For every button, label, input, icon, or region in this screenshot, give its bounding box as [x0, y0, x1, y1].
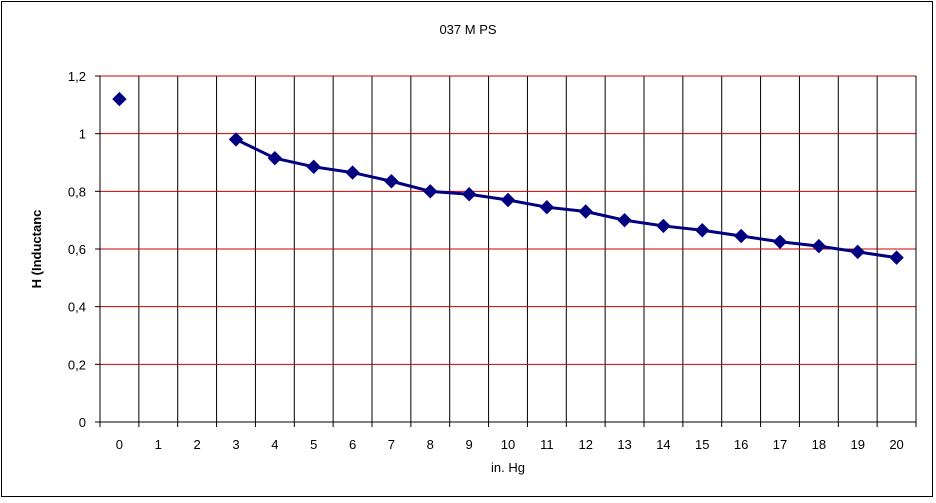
x-tick-label: 2: [194, 437, 201, 452]
data-point-marker: [889, 250, 904, 265]
y-tick-label: 0,2: [68, 357, 86, 372]
data-point-marker: [811, 238, 827, 254]
data-point-marker: [656, 218, 671, 234]
x-tick-label: 5: [310, 437, 317, 452]
x-tick-label: 10: [501, 437, 515, 452]
x-tick-label: 12: [578, 437, 592, 452]
y-tick-label: 1: [79, 127, 86, 142]
data-point-marker: [345, 165, 360, 180]
x-tick-label: 1: [155, 437, 162, 452]
data-point-marker: [228, 132, 244, 147]
y-tick-label: 0: [79, 415, 86, 430]
y-tick-label: 0,4: [68, 300, 86, 315]
x-tick-label: 18: [812, 437, 826, 452]
data-point-marker: [772, 234, 788, 249]
x-tick-label: 0: [116, 437, 123, 452]
data-point-marker: [539, 199, 555, 215]
x-tick-label: 6: [349, 437, 356, 452]
y-axis-title: H (Inductanc: [29, 210, 44, 289]
data-point-marker: [733, 228, 749, 244]
data-point-marker: [267, 150, 283, 166]
chart-title: 037 M PS: [439, 22, 496, 37]
x-tick-label: 3: [232, 437, 239, 452]
x-tick-label: 11: [540, 437, 554, 452]
data-point-marker: [850, 244, 865, 260]
x-tick-label: 19: [850, 437, 864, 452]
data-point-marker: [578, 204, 593, 219]
x-tick-label: 13: [617, 437, 631, 452]
x-axis-title: in. Hg: [491, 460, 525, 475]
data-point-marker: [112, 91, 127, 107]
data-point-marker: [695, 223, 710, 238]
data-point-marker: [617, 212, 632, 228]
x-tick-label: 8: [427, 437, 434, 452]
x-tick-label: 15: [695, 437, 709, 452]
x-tick-label: 9: [466, 437, 473, 452]
x-tick-label: 7: [388, 437, 395, 452]
plot-area: [95, 75, 917, 427]
x-tick-label: 17: [773, 437, 787, 452]
x-tick-label: 14: [656, 437, 670, 452]
data-point-marker: [500, 192, 516, 208]
data-point-marker: [423, 184, 438, 199]
x-tick-label: 4: [271, 437, 278, 452]
x-tick-label: 20: [889, 437, 903, 452]
x-tick-label: 16: [734, 437, 748, 452]
data-point-marker: [461, 187, 477, 202]
y-tick-label: 1,2: [68, 69, 86, 84]
y-axis-tick-labels: 0 0,2 0,4 0,6 0,8 1 1,2: [68, 69, 86, 430]
series-layer: [112, 91, 904, 265]
data-point-marker: [306, 159, 321, 175]
y-tick-label: 0,8: [68, 184, 86, 199]
x-axis-tick-labels: 0 1 2 3 4 5 6 7 8 9 10 11 12 13 14 15 16 17 18 19 20: [116, 437, 904, 452]
data-point-marker: [384, 174, 399, 189]
y-tick-label: 0,6: [68, 242, 86, 257]
